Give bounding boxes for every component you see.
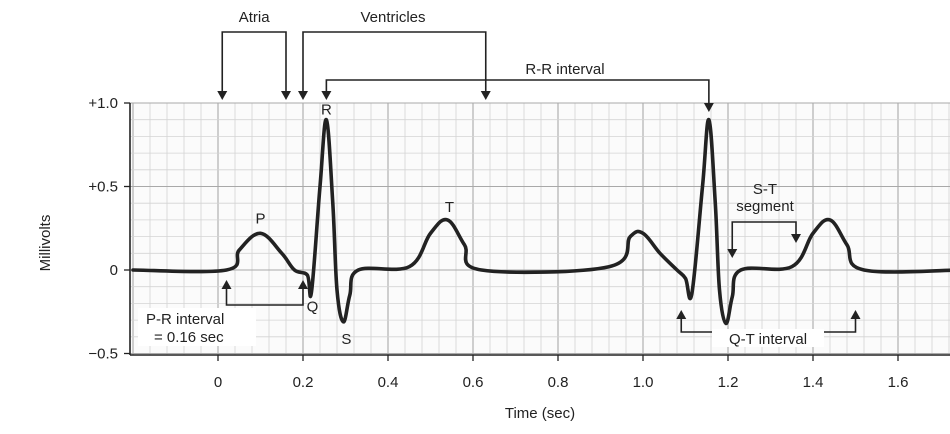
x-tick-label: 1.2 xyxy=(718,374,739,391)
x-tick-label: 0 xyxy=(214,374,222,391)
pr-arrow-left xyxy=(221,280,232,289)
ventricles-label: Ventricles xyxy=(360,9,425,26)
y-tick-label: −0.5 xyxy=(88,346,118,363)
wave-label-q: Q xyxy=(307,299,319,316)
x-tick-label: 0.8 xyxy=(548,374,569,391)
atria-arrow-right xyxy=(281,91,291,100)
qt-arrow-right xyxy=(850,310,861,319)
x-tick-label: 1.0 xyxy=(633,374,654,391)
axes: 0 0.2 0.4 0.6 0.8 1.0 1.2 1.4 1.6 +1.0 +0.5 0 −0.5 xyxy=(88,95,950,391)
x-axis-label: Time (sec) xyxy=(505,405,575,422)
pr-label-background xyxy=(138,308,256,346)
st-segment-label: S-T xyxy=(753,181,777,198)
st-segment-label-2: segment xyxy=(736,198,794,215)
atria-bracket xyxy=(221,31,287,98)
ecg-trace-line xyxy=(131,117,950,326)
x-tick-label: 1.6 xyxy=(888,374,909,391)
rr-interval-bracket xyxy=(325,79,710,108)
qt-interval-label: Q-T interval xyxy=(729,331,807,348)
pr-interval-label: P-R interval xyxy=(146,311,224,328)
x-tick-label: 1.4 xyxy=(803,374,824,391)
wave-label-s: S xyxy=(341,331,351,348)
rr-arrow-left xyxy=(321,91,332,100)
x-tick-label: 0.2 xyxy=(293,374,314,391)
st-segment-bracket xyxy=(731,221,797,250)
atria-arrow-left xyxy=(217,91,228,100)
rr-interval-label: R-R interval xyxy=(525,61,604,78)
pr-arrow-right xyxy=(298,280,308,289)
x-tick-label: 0.6 xyxy=(463,374,484,391)
ventricles-arrow-left xyxy=(298,91,308,100)
qt-label-background xyxy=(712,329,824,347)
st-arrow-right xyxy=(791,234,801,243)
ventricles-bracket xyxy=(302,31,487,98)
qt-arrow-left xyxy=(676,310,687,319)
rr-label-background xyxy=(505,58,625,78)
wave-label-p: P xyxy=(255,210,265,227)
wave-label-t: T xyxy=(445,199,454,216)
y-axis-label: Millivolts xyxy=(37,215,54,272)
annotations: Atria Ventricles R-R interval P-R interval=… xyxy=(138,9,861,348)
wave-label-r: R xyxy=(321,102,332,119)
st-arrow-left xyxy=(727,249,738,258)
y-tick-label: +0.5 xyxy=(88,179,118,196)
y-tick-label: +1.0 xyxy=(88,95,118,112)
x-tick-label: 0.4 xyxy=(378,374,399,391)
pr-interval-value: = 0.16 sec xyxy=(154,329,224,346)
rr-arrow-right xyxy=(703,103,714,112)
pr-interval-bracket xyxy=(225,285,304,306)
ventricles-arrow-right xyxy=(480,91,491,100)
y-tick-label: 0 xyxy=(110,262,118,279)
grid xyxy=(130,102,950,355)
wave-labels: P R Q S T xyxy=(255,102,454,348)
atria-label: Atria xyxy=(239,9,271,26)
